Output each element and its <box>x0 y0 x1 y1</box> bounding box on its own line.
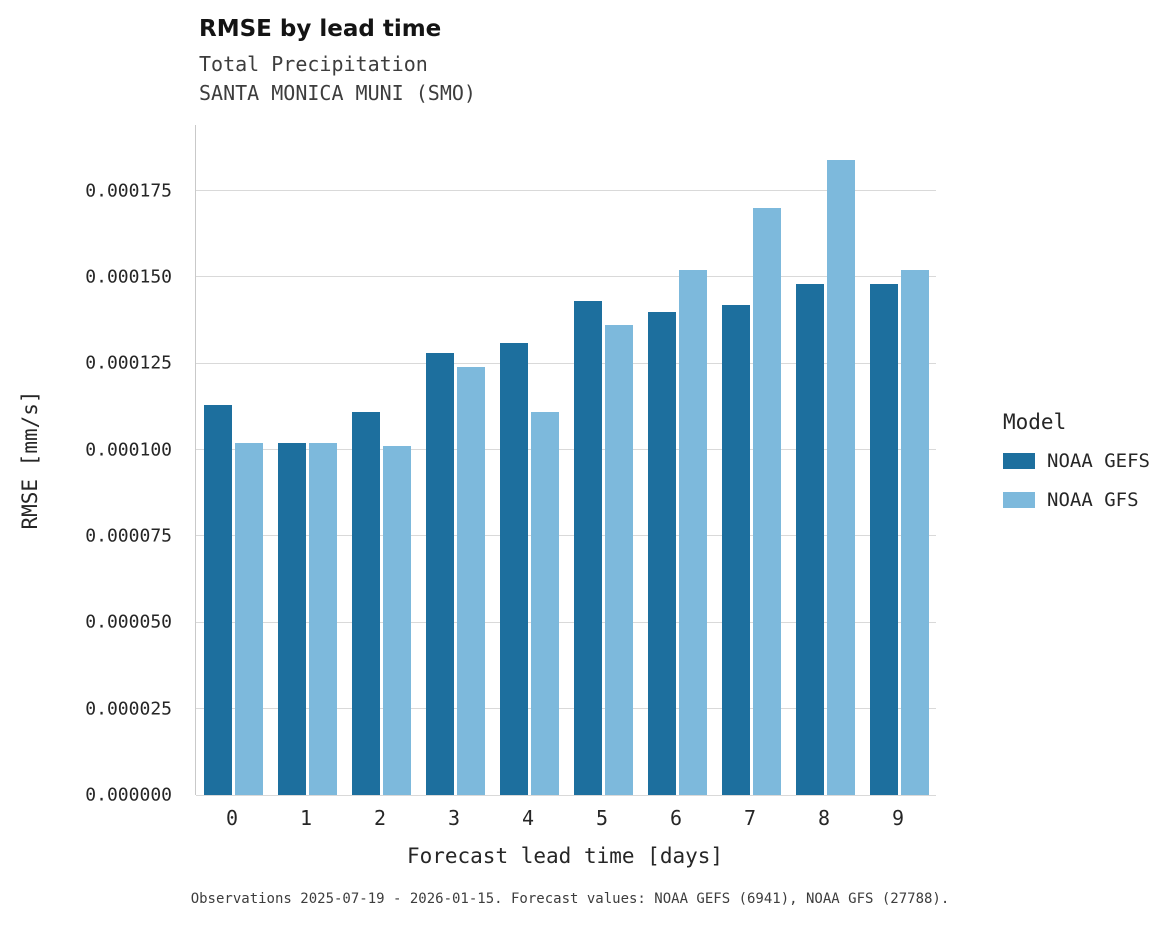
legend-swatch-noaa-gfs <box>1003 492 1035 508</box>
gridline <box>196 794 936 796</box>
bar-noaa-gfs-6 <box>678 270 707 795</box>
x-tick-label: 0 <box>225 806 239 830</box>
bar-group-0 <box>196 125 270 795</box>
gridline <box>196 708 936 710</box>
x-tick-label: 3 <box>447 806 461 830</box>
legend-entries: NOAA GEFS NOAA GFS <box>1003 450 1150 511</box>
gridline <box>196 190 936 192</box>
x-tick-label: 9 <box>891 806 905 830</box>
bar-group-4 <box>492 125 566 795</box>
bar-noaa-gefs-8 <box>795 283 824 795</box>
gridline <box>196 449 936 451</box>
y-tick-label: 0.000175 <box>85 180 172 202</box>
x-tick-label: 8 <box>817 806 831 830</box>
bar-group-7 <box>714 125 788 795</box>
bar-group-2 <box>344 125 418 795</box>
bar-noaa-gfs-9 <box>900 270 929 795</box>
bar-group-6 <box>640 125 714 795</box>
bar-noaa-gefs-0 <box>203 404 232 795</box>
chart-title: RMSE by lead time <box>199 16 442 42</box>
x-axis-ticks: 0 1 2 3 4 5 6 7 8 9 <box>195 806 935 830</box>
y-tick-label: 0.000150 <box>85 266 172 288</box>
legend: Model NOAA GEFS NOAA GFS <box>1003 410 1150 528</box>
bar-noaa-gfs-3 <box>456 366 485 795</box>
legend-label: NOAA GFS <box>1047 489 1139 511</box>
legend-swatch-noaa-gefs <box>1003 453 1035 469</box>
legend-entry-noaa-gefs: NOAA GEFS <box>1003 450 1150 472</box>
bar-noaa-gfs-2 <box>382 446 411 795</box>
gridline <box>196 621 936 623</box>
bar-group-3 <box>418 125 492 795</box>
chart-subtitle-variable: Total Precipitation <box>199 52 428 76</box>
y-tick-label: 0.000075 <box>85 525 172 547</box>
y-tick-label: 0.000100 <box>85 439 172 461</box>
legend-title: Model <box>1003 410 1067 434</box>
bar-group-8 <box>788 125 862 795</box>
bar-group-5 <box>566 125 640 795</box>
bar-noaa-gefs-7 <box>721 304 750 795</box>
bar-noaa-gefs-5 <box>573 301 602 795</box>
bar-noaa-gefs-3 <box>425 352 454 795</box>
y-tick-label: 0.000125 <box>85 352 172 374</box>
x-tick-label: 6 <box>669 806 683 830</box>
bars-layer <box>196 125 936 795</box>
chart-subtitle-station: SANTA MONICA MUNI (SMO) <box>199 81 476 105</box>
y-tick-label: 0.000025 <box>85 698 172 720</box>
bar-noaa-gfs-0 <box>234 442 263 795</box>
bar-noaa-gefs-1 <box>277 442 306 795</box>
bar-group-9 <box>862 125 936 795</box>
bar-noaa-gfs-8 <box>826 159 855 795</box>
y-axis-ticks: 0.000000 0.000025 0.000050 0.000075 0.000100… <box>0 125 182 805</box>
x-tick-label: 2 <box>373 806 387 830</box>
x-tick-label: 4 <box>521 806 535 830</box>
bar-noaa-gefs-9 <box>869 283 898 795</box>
gridline <box>196 276 936 278</box>
legend-label: NOAA GEFS <box>1047 450 1150 472</box>
gridline <box>196 535 936 537</box>
bar-noaa-gfs-5 <box>604 325 633 795</box>
bar-noaa-gefs-2 <box>351 411 380 795</box>
bar-noaa-gfs-7 <box>752 207 781 795</box>
bar-group-1 <box>270 125 344 795</box>
y-tick-label: 0.000000 <box>85 784 172 806</box>
x-tick-label: 5 <box>595 806 609 830</box>
legend-entry-noaa-gfs: NOAA GFS <box>1003 489 1150 511</box>
chart-caption: Observations 2025-07-19 - 2026-01-15. Fo… <box>190 891 950 907</box>
x-axis-label: Forecast lead time [days] <box>406 844 724 868</box>
bar-noaa-gefs-6 <box>647 311 676 795</box>
bar-noaa-gfs-4 <box>530 411 559 795</box>
y-tick-label: 0.000050 <box>85 611 172 633</box>
x-tick-label: 7 <box>743 806 757 830</box>
bar-noaa-gefs-4 <box>499 342 528 795</box>
gridline <box>196 362 936 364</box>
x-tick-label: 1 <box>299 806 313 830</box>
bar-noaa-gfs-1 <box>308 442 337 795</box>
plot-area <box>195 125 936 796</box>
